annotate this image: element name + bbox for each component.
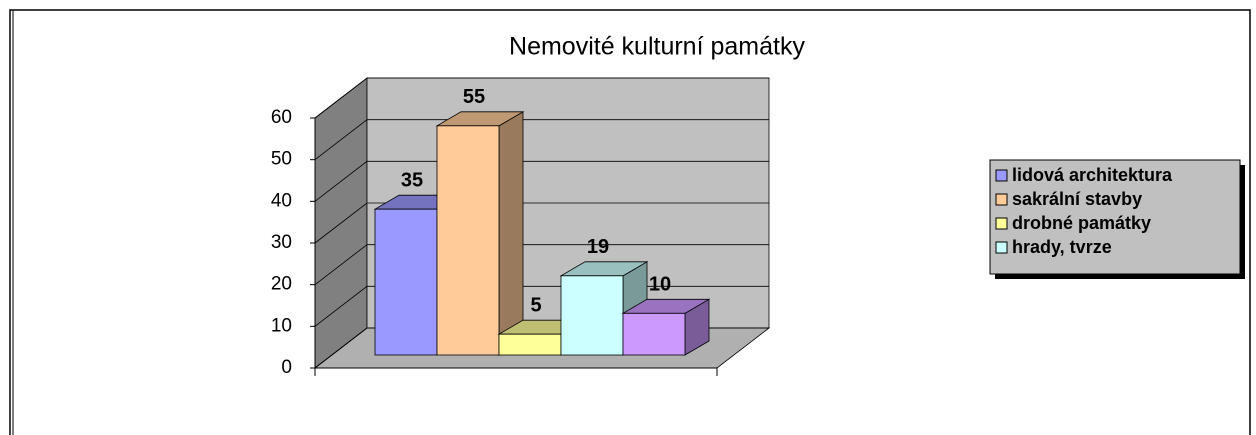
bar-front <box>374 208 438 356</box>
legend-label: lidová architektura <box>1012 165 1173 185</box>
data-label: 5 <box>530 294 541 316</box>
bar-front <box>498 333 562 356</box>
data-label: 55 <box>463 86 485 108</box>
grid-line <box>314 119 769 160</box>
y-tick-label: 0 <box>281 357 292 378</box>
data-label: 10 <box>649 274 671 296</box>
legend-label: drobné památky <box>1012 213 1151 233</box>
bar <box>435 111 525 356</box>
data-label: 19 <box>587 236 609 258</box>
grid-line <box>314 77 769 119</box>
grid-line <box>314 160 769 202</box>
bar-front <box>560 275 624 356</box>
data-label: 35 <box>401 169 423 191</box>
y-tick-label: 30 <box>271 232 292 253</box>
bar-front <box>436 125 500 356</box>
legend-swatch <box>995 217 1008 230</box>
legend-label: hrady, tvrze <box>1012 237 1112 257</box>
legend-label: sakrální stavby <box>1012 189 1142 209</box>
legend-swatch <box>995 241 1008 254</box>
bar <box>621 298 711 356</box>
legend-swatch <box>995 193 1008 206</box>
grid-line <box>314 202 769 244</box>
legend <box>989 159 1241 275</box>
chart-title: Nemovité kulturní památky <box>509 33 805 61</box>
y-tick-label: 40 <box>271 190 292 211</box>
y-tick-label: 20 <box>271 274 292 295</box>
grid-line <box>314 244 769 285</box>
bar-front <box>622 312 686 356</box>
y-tick-label: 60 <box>271 107 292 128</box>
y-tick-label: 50 <box>271 149 292 170</box>
y-tick-label: 10 <box>271 315 292 336</box>
bar-side <box>498 111 524 356</box>
legend-swatch <box>995 169 1008 182</box>
